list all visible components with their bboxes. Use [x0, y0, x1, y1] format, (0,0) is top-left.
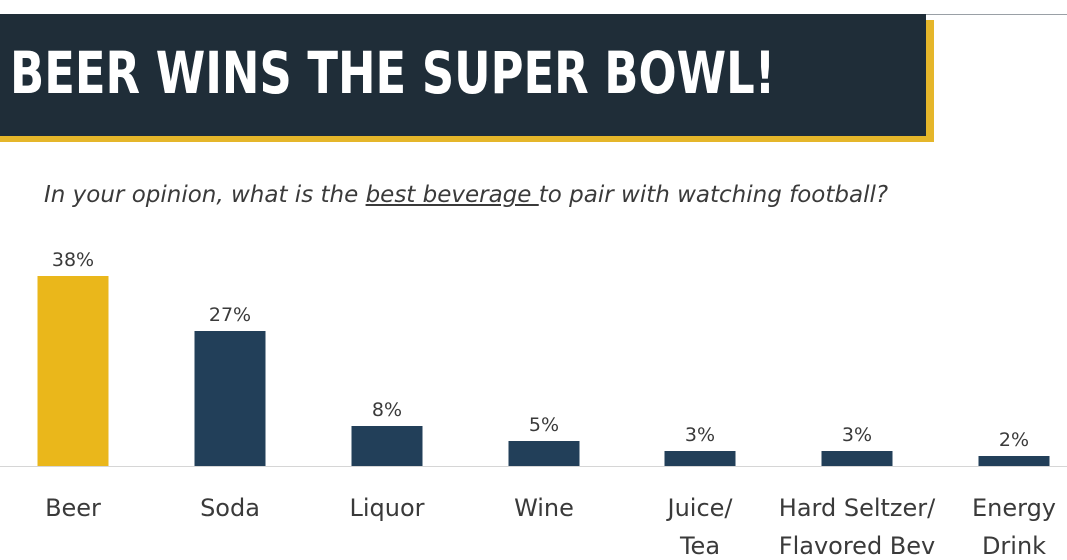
category-label-4-line-0: Juice/: [665, 494, 733, 522]
category-label-5-line-1: Flavored Bev: [779, 532, 935, 560]
bar-2: [351, 426, 423, 466]
bar-4: [664, 451, 736, 466]
bar-chart: 38% Beer 27% Soda 8% Liquor 5% Wine 3% Juice/Tea 3…: [0, 249, 1067, 560]
survey-question: In your opinion, what is the best bevera…: [44, 178, 888, 212]
question-text-end: to pair with watching football?: [538, 182, 889, 208]
category-label-6-line-1: Drink: [982, 532, 1046, 560]
bar-3: [508, 441, 580, 466]
question-emphasis: best beverage: [365, 182, 539, 208]
category-label-3: Wine: [514, 494, 574, 522]
category-label-2: Liquor: [349, 494, 424, 522]
category-label-5-line-0: Hard Seltzer/: [779, 494, 936, 522]
value-label-4: 3%: [685, 424, 715, 446]
value-label-0: 38%: [52, 249, 94, 271]
bar-6: [978, 456, 1050, 466]
value-label-2: 8%: [372, 399, 402, 421]
category-label-0: Beer: [45, 494, 101, 522]
bar-1: [194, 331, 266, 466]
value-label-6: 2%: [999, 429, 1029, 451]
title-banner: [0, 14, 926, 136]
page-title: BEER WINS THE SUPER BOWL!: [10, 39, 776, 107]
category-label-4-line-1: Tea: [679, 532, 720, 560]
value-label-1: 27%: [209, 304, 251, 326]
value-label-3: 5%: [529, 414, 559, 436]
category-label-6-line-0: Energy: [972, 494, 1056, 522]
bar-5: [821, 451, 893, 466]
category-label-1: Soda: [200, 494, 260, 522]
value-label-5: 3%: [842, 424, 872, 446]
question-text-start: In your opinion, what is the: [44, 182, 366, 208]
bar-0: [37, 276, 109, 466]
